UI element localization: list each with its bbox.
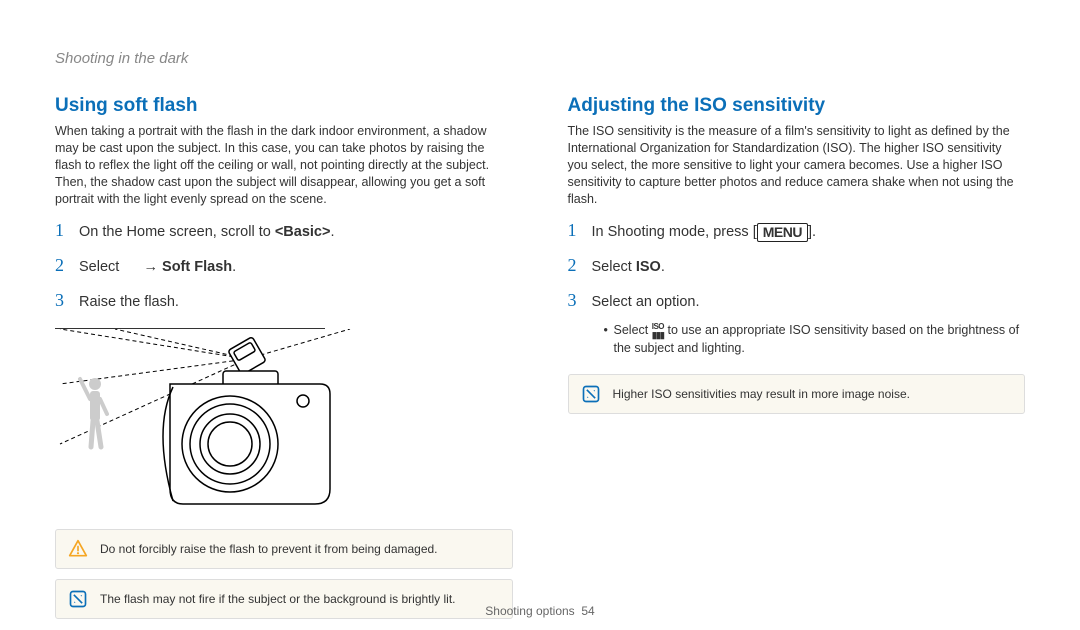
step-3: 3 Raise the flash. — [55, 287, 513, 314]
page-footer: Shooting options 54 — [0, 604, 1080, 618]
step-text: Select — [592, 259, 636, 275]
step-number: 2 — [55, 252, 69, 279]
para-soft-flash: When taking a portrait with the flash in… — [55, 123, 513, 207]
step-number: 1 — [568, 217, 582, 244]
steps-soft-flash: 1 On the Home screen, scroll to <Basic>.… — [55, 217, 513, 314]
menu-button-icon: MENU — [757, 223, 808, 242]
bullet-text: to use an appropriate ISO sensitivity ba… — [614, 323, 1020, 354]
step-1: 1 In Shooting mode, press [MENU]. — [568, 217, 1026, 244]
step-text: Raise the flash. — [79, 292, 179, 314]
heading-soft-flash: Using soft flash — [55, 95, 513, 117]
step-text: . — [330, 224, 334, 240]
content-columns: Using soft flash When taking a portrait … — [55, 95, 1025, 619]
bullet-text: Select — [614, 323, 652, 337]
footer-page-number: 54 — [581, 604, 594, 618]
step-text: Select an option. — [592, 292, 700, 314]
step-number: 2 — [568, 252, 582, 279]
step-text: . — [232, 259, 236, 275]
warning-callout: Do not forcibly raise the flash to preve… — [55, 529, 513, 569]
note-icon — [581, 384, 601, 404]
iso-auto-icon: ISO▮▮▮ — [652, 323, 664, 340]
steps-iso: 1 In Shooting mode, press [MENU]. 2 Sele… — [568, 217, 1026, 314]
right-column: Adjusting the ISO sensitivity The ISO se… — [568, 95, 1026, 619]
step-3: 3 Select an option. — [568, 287, 1026, 314]
step-text: ]. — [808, 224, 816, 240]
heading-iso: Adjusting the ISO sensitivity — [568, 95, 1026, 117]
step-2: 2 Select ISO. — [568, 252, 1026, 279]
step-bold: ISO — [636, 259, 661, 275]
note-callout: Higher ISO sensitivities may result in m… — [568, 374, 1026, 414]
left-column: Using soft flash When taking a portrait … — [55, 95, 513, 619]
step-number: 3 — [568, 287, 582, 314]
warning-icon — [68, 539, 88, 559]
step-text: . — [661, 259, 665, 275]
note-text: Higher ISO sensitivities may result in m… — [613, 387, 910, 401]
step-text: Select — [79, 259, 123, 275]
step-number: 1 — [55, 217, 69, 244]
arrow: → — [139, 259, 162, 275]
step-text: In Shooting mode, press [ — [592, 224, 757, 240]
warning-text: Do not forcibly raise the flash to preve… — [100, 542, 438, 556]
camera-illustration — [55, 329, 355, 519]
step-bold: <Basic> — [275, 224, 331, 240]
step-2: 2 Select → Soft Flash. — [55, 252, 513, 279]
step-bold: Soft Flash — [162, 259, 232, 275]
para-iso: The ISO sensitivity is the measure of a … — [568, 123, 1026, 207]
breadcrumb: Shooting in the dark — [55, 50, 1025, 67]
step-text: On the Home screen, scroll to — [79, 224, 275, 240]
step-1: 1 On the Home screen, scroll to <Basic>. — [55, 217, 513, 244]
footer-section: Shooting options — [485, 604, 574, 618]
step-number: 3 — [55, 287, 69, 314]
sub-bullet: Select ISO▮▮▮ to use an appropriate ISO … — [604, 322, 1026, 356]
